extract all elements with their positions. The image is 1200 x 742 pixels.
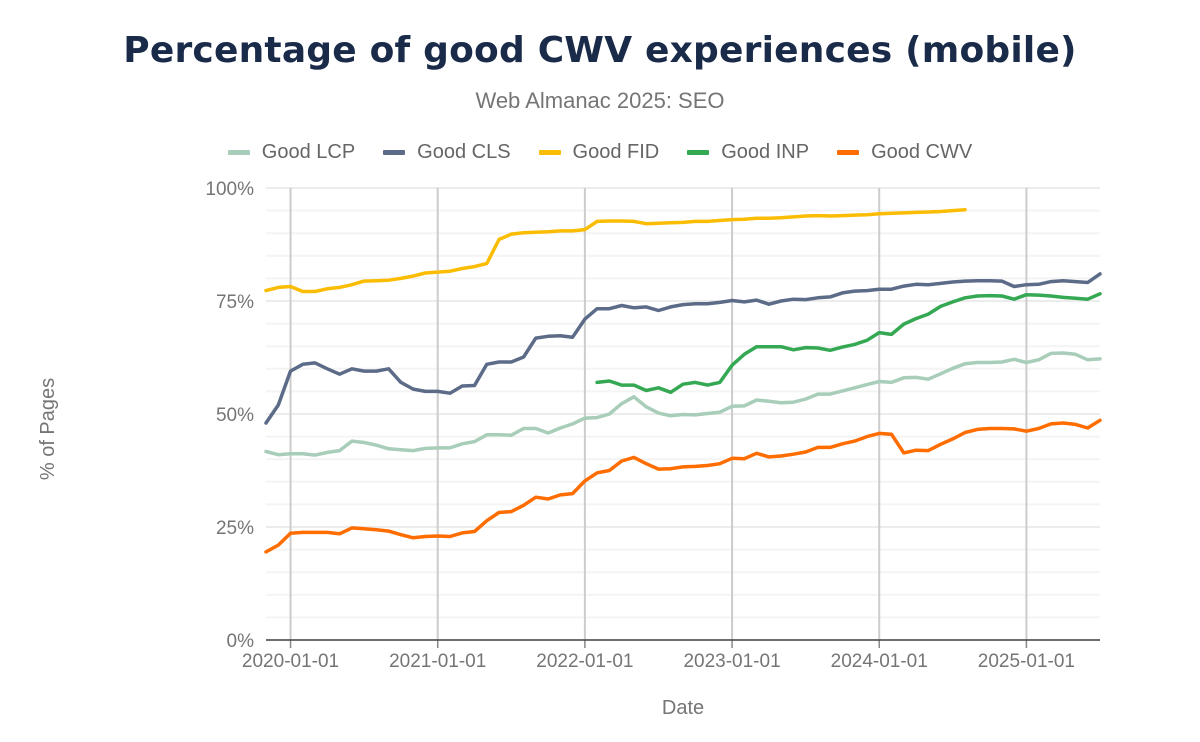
legend-swatch: [538, 150, 561, 155]
chart-title: Percentage of good CWV experiences (mobi…: [123, 30, 1077, 71]
y-tick-label: 0%: [227, 631, 255, 652]
y-tick-label: 50%: [216, 405, 254, 426]
y-tick-label: 75%: [216, 292, 254, 313]
x-tick-label: 2024-01-01: [831, 651, 928, 672]
legend-swatch: [687, 150, 710, 155]
legend-item[interactable]: Good INP: [687, 141, 809, 164]
x-tick-label: 2022-01-01: [536, 651, 633, 672]
legend-label: Good CLS: [417, 141, 511, 163]
chart-subtitle: Web Almanac 2025: SEO: [475, 88, 725, 113]
legend-item[interactable]: Good FID: [538, 141, 660, 164]
legend-item[interactable]: Good CLS: [383, 141, 511, 164]
legend-item[interactable]: Good LCP: [227, 141, 356, 164]
legend-label: Good CWV: [871, 141, 973, 163]
x-axis-label: Date: [662, 697, 704, 719]
legend-swatch: [383, 150, 406, 155]
legend-label: Good INP: [721, 141, 810, 163]
series-line-good-fid: [264, 207, 967, 294]
legend-swatch: [837, 150, 860, 155]
legend-swatch: [227, 150, 250, 155]
series-line-good-lcp: [264, 351, 1102, 457]
series-line-good-inp: [595, 292, 1102, 395]
legend: Good LCP Good CLS Good FID Good INP Good CWV: [0, 141, 1200, 164]
series-line-good-cls: [264, 272, 1102, 425]
x-tick-label: 2023-01-01: [683, 651, 780, 672]
y-tick-label: 25%: [216, 518, 254, 539]
y-tick-label: 100%: [205, 179, 254, 200]
legend-label: Good LCP: [261, 141, 356, 163]
x-tick-label: 2021-01-01: [389, 651, 486, 672]
series-line-good-cwv: [264, 418, 1102, 554]
legend-item[interactable]: Good CWV: [837, 141, 972, 164]
x-tick-label: 2025-01-01: [978, 651, 1075, 672]
x-tick-label: 2020-01-01: [242, 651, 339, 672]
legend-label: Good FID: [572, 141, 660, 163]
y-axis-label: % of Pages: [37, 378, 59, 480]
